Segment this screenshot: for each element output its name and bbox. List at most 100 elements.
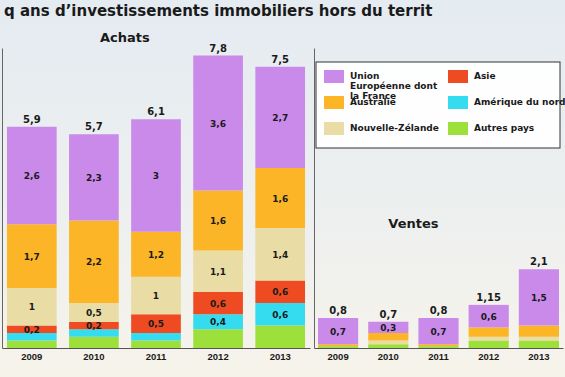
bar (318, 346, 358, 348)
bar (69, 134, 119, 220)
bar (368, 341, 408, 345)
bar (255, 228, 305, 281)
x-axis-line (3, 348, 311, 349)
total-label: 7,5 (271, 54, 289, 65)
bar (193, 314, 243, 329)
bar (7, 127, 57, 225)
data-label: 1,2 (148, 250, 164, 260)
data-label: 1,1 (210, 267, 226, 277)
x-tick: 2010 (378, 351, 399, 362)
bar (318, 344, 358, 346)
total-label: 5,9 (23, 114, 41, 125)
x-tick: 2012 (478, 351, 499, 362)
total-label: 5,7 (85, 121, 103, 132)
bar (255, 168, 305, 228)
x-tick-label: 2011 (146, 351, 167, 362)
data-label: 3,6 (210, 119, 226, 129)
x-tick: 2009 (21, 351, 42, 362)
data-label: 0,3 (380, 323, 396, 333)
x-tick: 2012 (208, 351, 229, 362)
bar (69, 221, 119, 304)
data-label: 0,2 (86, 321, 102, 331)
total-label: 0,7 (379, 309, 397, 320)
bar (418, 344, 458, 346)
total-label: 0,8 (430, 305, 448, 316)
background (0, 0, 565, 377)
y-axis (2, 49, 3, 349)
bar (368, 344, 408, 348)
data-labels: 0,40,60,20,20,50,60,610,511,11,41,72,21,… (23, 43, 289, 335)
bar (131, 232, 181, 277)
data-label: 0,7 (330, 327, 346, 337)
y-axis-line (314, 49, 315, 349)
data-label: 1 (153, 291, 159, 301)
total-label: 6,1 (147, 106, 165, 117)
data-label: 0,7 (431, 327, 447, 337)
bar (368, 322, 408, 333)
y-axis (314, 49, 315, 349)
bar (193, 329, 243, 348)
data-label: 0,5 (86, 308, 102, 318)
x-tick: 2011 (428, 351, 449, 362)
bar (131, 314, 181, 333)
x-tick-label: 2012 (208, 351, 229, 362)
chart-1: Ventes0,70,30,70,61,50,80,70,81,152,1200… (315, 49, 564, 362)
bar (131, 333, 181, 341)
bar (193, 191, 243, 251)
legend-label: Australie (350, 97, 396, 107)
data-label: 1,4 (272, 250, 288, 260)
x-tick: 2013 (528, 351, 549, 362)
subtitle: Ventes (388, 216, 438, 231)
x-tick-label: 2010 (378, 351, 399, 362)
data-label: 0,4 (210, 317, 226, 327)
legend: Union Européenne dont la FranceAustralie… (316, 62, 565, 148)
bar (131, 277, 181, 315)
data-label: 1,5 (531, 293, 547, 303)
x-tick: 2011 (146, 351, 167, 362)
legend-swatch (324, 96, 344, 109)
x-axis: 20092010201120122013 (315, 349, 564, 362)
data-label: 2,3 (86, 173, 102, 183)
data-label: 0,6 (272, 287, 288, 297)
data-label: 1,6 (272, 194, 288, 204)
data-label: 2,2 (86, 257, 102, 267)
bar (193, 251, 243, 292)
y-axis-line (2, 49, 3, 349)
bar (193, 56, 243, 191)
x-tick: 2013 (270, 351, 291, 362)
legend-label: Nouvelle-Zélande (350, 123, 439, 133)
total-label: 1,15 (476, 292, 501, 303)
total-label: 2,1 (530, 256, 548, 267)
x-tick-label: 2010 (83, 351, 104, 362)
bar (7, 224, 57, 288)
data-label: 0,2 (24, 325, 40, 335)
bar (131, 341, 181, 349)
bar (418, 318, 458, 344)
bar (469, 337, 509, 341)
bar (418, 346, 458, 348)
data-label: 0,6 (481, 312, 497, 322)
bar (131, 119, 181, 232)
legend-swatch (324, 70, 344, 83)
x-tick-label: 2011 (428, 351, 449, 362)
bars (7, 56, 305, 349)
title: q ans d’investissements immobiliers hors… (4, 2, 432, 20)
x-tick-label: 2012 (478, 351, 499, 362)
bar (469, 305, 509, 328)
bar (469, 327, 509, 336)
data-label: 2,7 (272, 113, 288, 123)
legend-swatch (324, 122, 344, 135)
bar (519, 326, 559, 337)
x-tick-label: 2013 (528, 351, 549, 362)
bar (368, 333, 408, 341)
bar (318, 318, 358, 344)
data-label: 3 (153, 171, 159, 181)
bars (318, 269, 559, 348)
data-label: 2,6 (24, 171, 40, 181)
x-axis-line (315, 348, 564, 349)
bar (7, 288, 57, 326)
legend-label: Amérique du nord (474, 97, 565, 107)
x-tick-label: 2009 (21, 351, 42, 362)
total-label: 0,8 (329, 305, 347, 316)
bar (519, 337, 559, 341)
